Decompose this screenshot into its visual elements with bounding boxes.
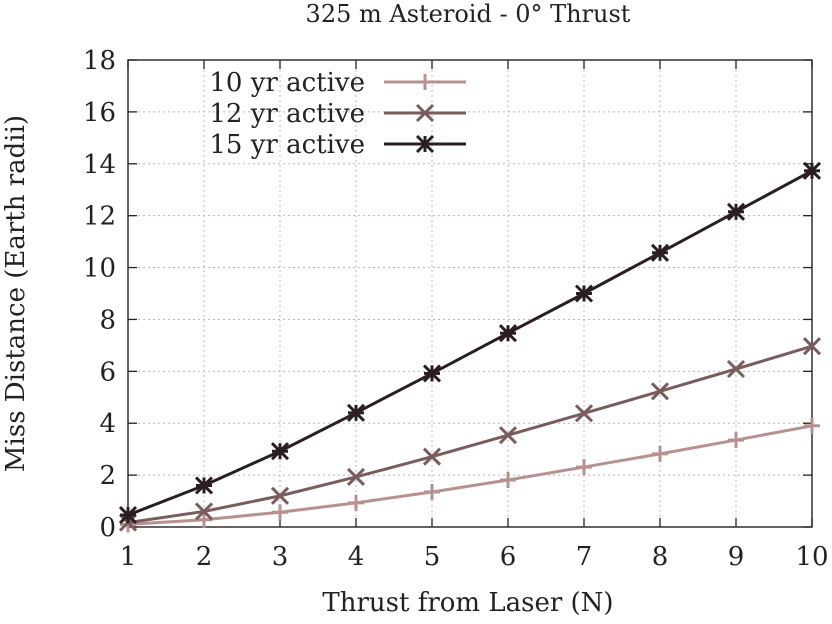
series-line — [127, 424, 813, 526]
plot-frame — [127, 59, 813, 528]
legend-label: 12 yr active — [209, 99, 365, 129]
legend-item: 15 yr active — [209, 130, 466, 160]
grid — [128, 60, 812, 527]
data-point-cross — [498, 426, 518, 445]
marker-stroke — [574, 284, 594, 303]
data-point-cross — [802, 337, 822, 356]
series-10-yr-active — [120, 417, 820, 533]
series-lines — [118, 161, 822, 533]
x-tick-label: 5 — [424, 542, 441, 572]
chart-title: 325 m Asteroid - 0° Thrust — [306, 0, 631, 28]
data-point-star — [802, 161, 822, 180]
x-axis-label: Thrust from Laser (N) — [322, 588, 613, 618]
data-point-cross — [270, 486, 290, 505]
series-12-yr-active — [118, 337, 822, 532]
marker-stroke — [650, 382, 670, 401]
x-tick-label: 3 — [272, 542, 289, 572]
data-point-star — [346, 403, 366, 422]
marker-stroke — [346, 403, 366, 422]
y-axis-label: Miss Distance (Earth radii) — [1, 115, 31, 472]
x-tick-label: 10 — [795, 542, 828, 572]
data-point-plus — [348, 494, 364, 511]
marker-stroke — [574, 404, 594, 423]
series-line — [127, 344, 813, 525]
y-tick-label: 0 — [99, 513, 116, 543]
data-point-star — [194, 476, 214, 495]
marker-stroke — [415, 103, 435, 123]
y-tick-label: 10 — [83, 254, 116, 284]
data-point-star — [726, 202, 746, 221]
x-tick-label: 6 — [500, 542, 517, 572]
marker-stroke — [498, 426, 518, 445]
data-point-cross — [650, 382, 670, 401]
data-point-star — [650, 243, 670, 262]
y-tick-label: 8 — [99, 305, 116, 335]
x-tick-label: 7 — [576, 542, 593, 572]
data-point-cross — [422, 447, 442, 466]
y-tick-label: 18 — [83, 46, 116, 76]
marker-stroke — [802, 161, 822, 180]
data-point-cross — [194, 502, 214, 521]
data-point-plus — [804, 417, 820, 434]
data-point-plus — [576, 459, 592, 476]
legend-item: 12 yr active — [209, 99, 466, 129]
marker-stroke — [270, 442, 290, 461]
data-point-cross — [415, 103, 435, 123]
marker-stroke — [415, 134, 435, 154]
y-tick-label: 6 — [99, 357, 116, 387]
marker-stroke — [194, 502, 214, 521]
legend-label: 10 yr active — [209, 68, 365, 98]
data-point-plus — [196, 511, 212, 528]
data-point-cross — [574, 404, 594, 423]
y-tick-label: 12 — [83, 202, 116, 232]
marker-stroke — [118, 506, 138, 525]
x-tick-label: 2 — [196, 542, 213, 572]
marker-stroke — [802, 337, 822, 356]
y-tick-label: 4 — [99, 409, 116, 439]
data-point-star — [574, 284, 594, 303]
marker-stroke — [726, 359, 746, 379]
marker-stroke — [346, 467, 366, 486]
x-tick-label: 4 — [348, 542, 365, 572]
marker-stroke — [422, 447, 442, 466]
data-point-cross — [346, 467, 366, 486]
legend-label: 15 yr active — [209, 130, 365, 160]
data-point-star — [118, 506, 138, 525]
data-point-star — [270, 442, 290, 461]
data-point-plus — [424, 483, 440, 500]
legend-item: 10 yr active — [209, 68, 466, 98]
data-point-plus — [417, 74, 433, 90]
series-line — [127, 169, 813, 517]
data-point-plus — [272, 504, 288, 521]
marker-stroke — [726, 202, 746, 221]
marker-stroke — [194, 476, 214, 495]
data-point-cross — [726, 359, 746, 379]
data-point-plus — [652, 445, 668, 462]
marker-stroke — [422, 364, 442, 383]
x-tick-label: 8 — [652, 542, 669, 572]
y-tick-label: 2 — [99, 461, 116, 491]
data-point-plus — [500, 472, 516, 489]
marker-stroke — [270, 486, 290, 505]
x-tick-label: 9 — [728, 542, 745, 572]
y-tick-label: 16 — [83, 98, 116, 128]
data-point-star — [498, 324, 518, 343]
y-tick-label: 14 — [83, 150, 116, 180]
marker-stroke — [498, 324, 518, 343]
series-15-yr-active — [118, 161, 822, 525]
marker-stroke — [650, 243, 670, 262]
data-point-plus — [728, 432, 744, 449]
x-tick-label: 1 — [120, 542, 137, 572]
data-point-star — [415, 134, 435, 154]
data-point-star — [422, 364, 442, 383]
